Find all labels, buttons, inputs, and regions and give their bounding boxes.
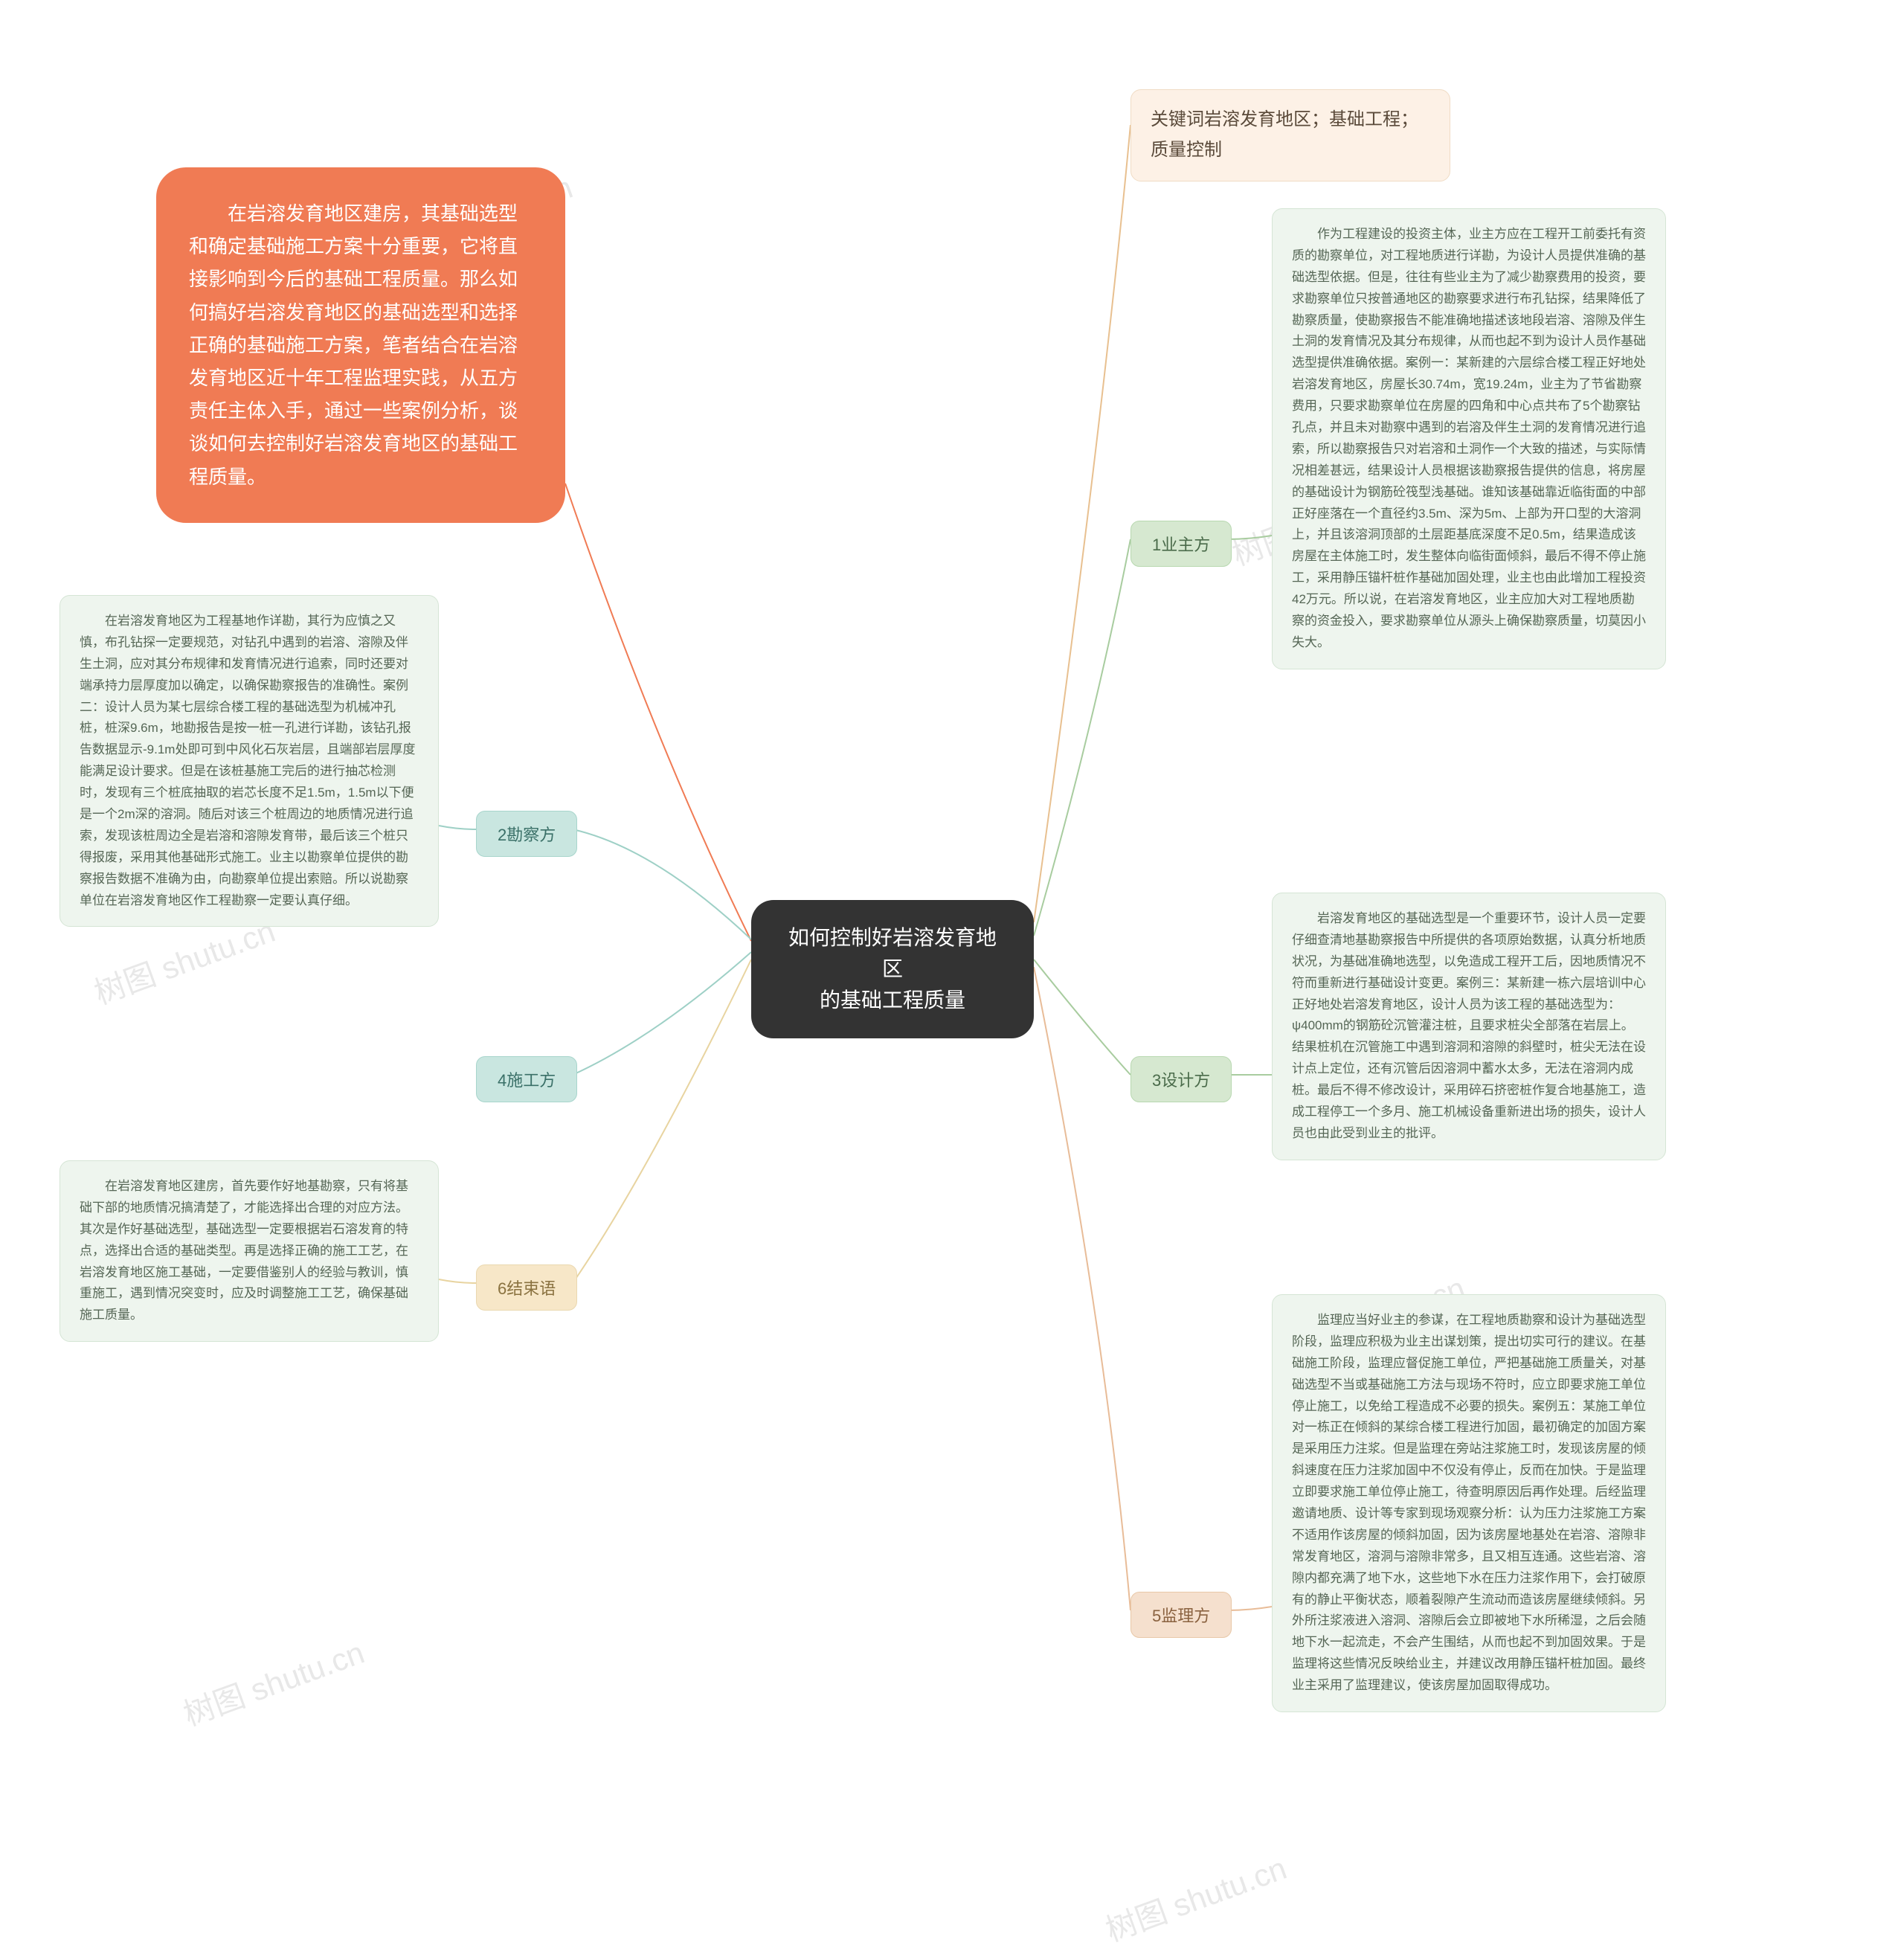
- branch-5-detail-text: 监理应当好业主的参谋，在工程地质勘察和设计为基础选型阶段，监理应积极为业主出谋划…: [1292, 1313, 1646, 1692]
- branch-2-label[interactable]: 2勘察方: [476, 811, 577, 857]
- branch-6-label-text: 6结束语: [498, 1279, 556, 1298]
- branch-4-label-text: 4施工方: [498, 1071, 556, 1090]
- branch-3-detail-text: 岩溶发育地区的基础选型是一个重要环节，设计人员一定要仔细查清地基勘察报告中所提供…: [1292, 911, 1646, 1140]
- branch-3-label-text: 3设计方: [1152, 1071, 1210, 1090]
- center-topic[interactable]: 如何控制好岩溶发育地区 的基础工程质量: [751, 900, 1034, 1038]
- branch-1-detail[interactable]: 作为工程建设的投资主体，业主方应在工程开工前委托有资质的勘察单位，对工程地质进行…: [1272, 208, 1666, 669]
- keywords-node[interactable]: 关键词岩溶发育地区；基础工程； 质量控制: [1130, 89, 1450, 181]
- branch-6-detail-text: 在岩溶发育地区建房，首先要作好地基勘察，只有将基础下部的地质情况搞清楚了，才能选…: [80, 1179, 408, 1322]
- branch-3-detail[interactable]: 岩溶发育地区的基础选型是一个重要环节，设计人员一定要仔细查清地基勘察报告中所提供…: [1272, 893, 1666, 1160]
- branch-2-detail-text: 在岩溶发育地区为工程基地作详勘，其行为应慎之又慎，布孔钻探一定要规范，对钻孔中遇…: [80, 614, 415, 907]
- branch-6-detail[interactable]: 在岩溶发育地区建房，首先要作好地基勘察，只有将基础下部的地质情况搞清楚了，才能选…: [60, 1160, 439, 1342]
- keywords-line1: 关键词岩溶发育地区；基础工程；: [1151, 109, 1418, 129]
- branch-1-detail-text: 作为工程建设的投资主体，业主方应在工程开工前委托有资质的勘察单位，对工程地质进行…: [1292, 227, 1646, 649]
- branch-1-label-text: 1业主方: [1152, 536, 1210, 554]
- center-line2: 的基础工程质量: [820, 989, 965, 1012]
- center-line1: 如何控制好岩溶发育地区: [788, 926, 997, 980]
- branch-6-label[interactable]: 6结束语: [476, 1264, 577, 1311]
- keywords-line2: 质量控制: [1151, 140, 1222, 160]
- branch-5-label-text: 5监理方: [1152, 1607, 1210, 1625]
- branch-3-label[interactable]: 3设计方: [1130, 1056, 1232, 1102]
- watermark: 树图 shutu.cn: [176, 1627, 370, 1735]
- branch-5-detail[interactable]: 监理应当好业主的参谋，在工程地质勘察和设计为基础选型阶段，监理应积极为业主出谋划…: [1272, 1294, 1666, 1712]
- branch-4-label[interactable]: 4施工方: [476, 1056, 577, 1102]
- watermark: 树图 shutu.cn: [1099, 1843, 1292, 1950]
- branch-2-detail[interactable]: 在岩溶发育地区为工程基地作详勘，其行为应慎之又慎，布孔钻探一定要规范，对钻孔中遇…: [60, 595, 439, 927]
- intro-text: 在岩溶发育地区建房，其基础选型和确定基础施工方案十分重要，它将直接影响到今后的基…: [189, 202, 518, 488]
- branch-1-label[interactable]: 1业主方: [1130, 521, 1232, 567]
- branch-2-label-text: 2勘察方: [498, 826, 556, 844]
- branch-5-label[interactable]: 5监理方: [1130, 1592, 1232, 1638]
- intro-node[interactable]: 在岩溶发育地区建房，其基础选型和确定基础施工方案十分重要，它将直接影响到今后的基…: [156, 167, 565, 523]
